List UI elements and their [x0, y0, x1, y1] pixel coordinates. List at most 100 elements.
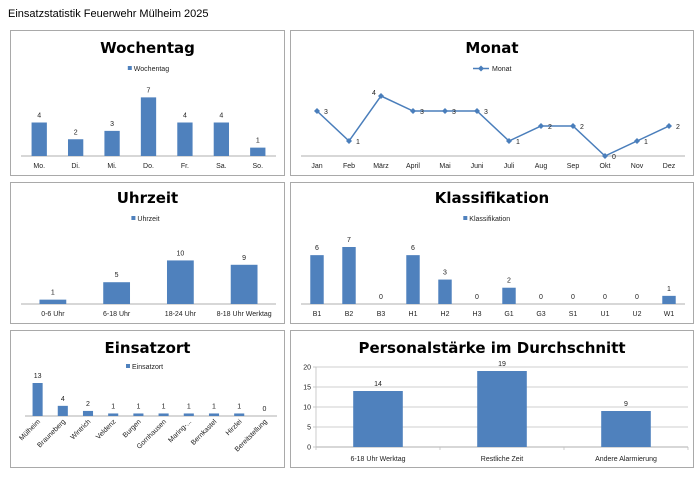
bar-wochentag — [31, 122, 47, 156]
bar-einsatzort — [183, 413, 194, 416]
legend-swatch-icon — [463, 216, 468, 220]
x-tick-label: 8-18 Uhr Werktag — [217, 311, 272, 318]
data-label: 0 — [571, 294, 575, 301]
data-label: 6 — [315, 245, 319, 252]
x-tick-label: Restliche Zeit — [481, 456, 523, 463]
bar-einsatzort — [208, 413, 220, 416]
x-tick-label: Veldenz — [95, 418, 118, 441]
x-tick-label: B2 — [345, 311, 354, 318]
data-label: 3 — [443, 270, 447, 277]
data-label: 6 — [411, 245, 415, 252]
legend-swatch-icon — [131, 216, 136, 220]
data-label: 9 — [624, 401, 628, 408]
data-label: 4 — [372, 90, 376, 97]
data-label: 9 — [242, 255, 246, 262]
legend-label: Klassifikation — [469, 216, 510, 223]
bar-klassifikation — [502, 287, 516, 304]
chart-legend: Wochentag — [127, 66, 169, 73]
data-label: 1 — [667, 286, 671, 293]
line-marker — [346, 138, 352, 144]
bar-klassifikation — [310, 255, 324, 304]
data-label: 2 — [548, 124, 552, 131]
data-label: 0 — [635, 294, 639, 301]
x-tick-label: Mai — [439, 163, 451, 170]
legend-label: Monat — [492, 66, 512, 73]
x-tick-label: G3 — [536, 311, 545, 318]
x-tick-label: Maring-... — [167, 418, 193, 444]
line-marker — [634, 138, 640, 144]
chart-monat-svg: Monat Monat 3 1 4 3 3 3 1 2 2 0 1 2 Jan Feb März April Mai… — [301, 39, 685, 170]
chart-panel-einsatzort: Einsatzort Einsatzort 13 4 2 1 1 1 1 1 1 0 Mülheim Br… — [10, 330, 285, 468]
x-tick-label: Fr. — [181, 163, 189, 170]
chart-title: Uhrzeit — [117, 189, 178, 207]
data-label: 1 — [237, 403, 241, 410]
bar-uhrzeit — [39, 299, 67, 304]
x-tick-label: Dez — [663, 163, 676, 170]
x-tick-label: Jan — [311, 163, 322, 170]
x-tick-label: Burgen — [122, 418, 143, 439]
line-marker — [314, 108, 320, 114]
chart-legend: Uhrzeit — [131, 216, 160, 223]
bar-klassifikation — [438, 279, 452, 304]
chart-personalstaerke-svg: Personalstärke im Durchschnitt 0 5 10 15 20 14… — [303, 339, 689, 463]
x-tick-label: Sa. — [216, 163, 227, 170]
bar-einsatzort — [32, 383, 43, 416]
legend-label: Einsatzort — [132, 364, 163, 371]
data-label: 3 — [484, 109, 488, 116]
bar-einsatzort — [133, 413, 144, 416]
data-label: 1 — [644, 139, 648, 146]
bar-wochentag — [140, 97, 157, 156]
line-marker — [474, 108, 480, 114]
chart-legend: Monat — [473, 65, 512, 73]
x-tick-label: H2 — [441, 311, 450, 318]
data-label: 13 — [34, 373, 42, 380]
chart-title: Wochentag — [100, 39, 195, 57]
bar-einsatzort — [158, 413, 169, 416]
legend-marker-icon — [478, 65, 484, 72]
data-label: 5 — [115, 272, 119, 279]
line-marker — [506, 138, 512, 144]
data-label: 0 — [379, 294, 383, 301]
chart-legend: Klassifikation — [463, 216, 510, 223]
line-marker — [538, 123, 544, 129]
data-label: 10 — [176, 250, 184, 257]
legend-swatch-icon — [127, 66, 132, 70]
data-label: 1 — [356, 139, 360, 146]
x-tick-label: W1 — [664, 311, 675, 318]
data-label: 0 — [539, 294, 543, 301]
x-tick-label: März — [373, 163, 389, 170]
chart-uhrzeit-svg: Uhrzeit Uhrzeit 1 5 10 9 0-6 Uhr 6-18 Uhr 18-24 … — [21, 189, 276, 318]
data-label: 1 — [187, 403, 191, 410]
bar-wochentag — [67, 139, 84, 156]
bar-uhrzeit — [103, 282, 131, 304]
x-tick-label: So. — [253, 163, 264, 170]
data-label: 1 — [111, 403, 115, 410]
x-tick-label: 6-18 Uhr — [103, 311, 131, 318]
x-tick-label: 0-6 Uhr — [41, 311, 65, 318]
line-marker — [442, 108, 448, 114]
data-label: 2 — [86, 401, 90, 408]
data-label: 7 — [147, 87, 151, 94]
data-label: 4 — [61, 396, 65, 403]
line-marker — [378, 93, 384, 99]
data-label: 0 — [603, 294, 607, 301]
x-tick-label: Mi. — [107, 163, 116, 170]
legend-label: Wochentag — [134, 66, 169, 73]
data-label: 3 — [452, 109, 456, 116]
chart-title: Monat — [465, 39, 518, 57]
data-label: 1 — [516, 139, 520, 146]
y-tick-label: 0 — [307, 445, 311, 452]
bar-personalstaerke — [353, 391, 403, 447]
legend-label: Uhrzeit — [137, 216, 159, 223]
x-tick-label: S1 — [569, 311, 578, 318]
x-tick-label: Okt — [600, 163, 611, 170]
data-label: 4 — [37, 113, 41, 120]
bar-wochentag — [177, 122, 193, 156]
bar-einsatzort — [57, 405, 68, 416]
page-title: Einsatzstatistik Feuerwehr Mülheim 2025 — [8, 8, 209, 20]
bar-klassifikation — [662, 295, 676, 304]
data-label: 1 — [256, 138, 260, 145]
x-tick-label: B1 — [313, 311, 322, 318]
x-tick-label: U1 — [601, 311, 610, 318]
